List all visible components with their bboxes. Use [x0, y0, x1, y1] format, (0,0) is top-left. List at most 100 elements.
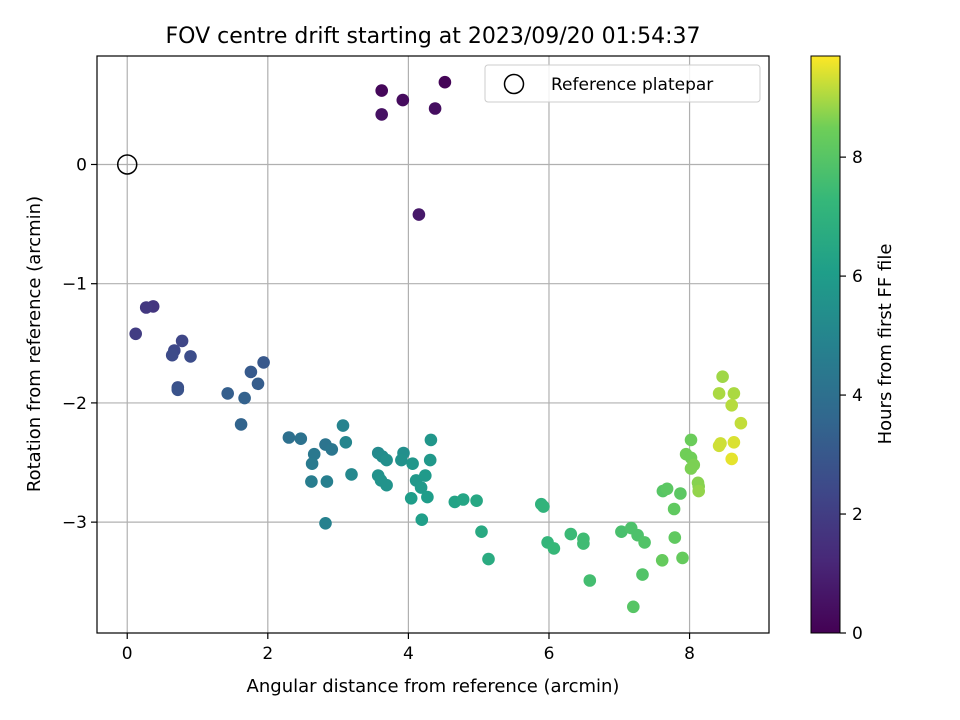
data-point — [305, 475, 318, 488]
data-point — [257, 356, 270, 369]
y-tick-label: 0 — [76, 155, 87, 175]
data-point — [577, 537, 590, 550]
data-point — [564, 527, 578, 541]
data-point — [221, 387, 234, 400]
colorbar-tick-label: 2 — [852, 505, 863, 525]
colorbar-tick-label: 0 — [852, 624, 863, 644]
data-point — [234, 418, 248, 431]
data-point — [615, 525, 628, 538]
reference-platepar-marker — [116, 154, 138, 175]
colorbar-ticks: 0 2 4 6 8 — [840, 148, 863, 644]
data-point — [396, 93, 410, 107]
data-point — [638, 536, 651, 549]
data-point — [456, 493, 470, 506]
legend-marker — [503, 73, 525, 95]
data-point — [725, 452, 738, 466]
data-point — [175, 334, 189, 348]
legend-entry-reference-platepar: Reference platepar — [551, 75, 713, 95]
data-point — [712, 387, 726, 400]
x-tick-label: 2 — [262, 644, 273, 664]
data-point — [395, 453, 408, 467]
data-point — [238, 391, 251, 405]
data-point — [684, 433, 698, 447]
data-point — [692, 484, 705, 498]
data-point — [470, 494, 483, 508]
data-point — [424, 433, 438, 447]
y-axis-label: Rotation from reference (arcmin) — [24, 196, 45, 492]
data-point — [319, 517, 332, 530]
data-point — [725, 399, 738, 412]
data-point — [547, 542, 561, 555]
data-point — [375, 108, 389, 121]
data-point — [345, 468, 358, 481]
data-point — [438, 75, 452, 89]
x-tick-label: 8 — [684, 644, 695, 664]
data-point — [727, 436, 741, 449]
data-point — [475, 525, 488, 538]
data-point — [676, 551, 689, 565]
y-tick-label: −1 — [62, 275, 87, 295]
data-point — [727, 387, 741, 400]
y-tick-label: −3 — [62, 513, 87, 533]
data-point — [380, 453, 393, 467]
plot-frame — [96, 55, 770, 634]
data-point — [421, 490, 434, 504]
data-point — [734, 416, 748, 430]
data-point — [482, 552, 495, 566]
y-axis-ticks: 0 −1 −2 −3 — [62, 155, 97, 533]
colorbar-label: Hours from first FF file — [875, 244, 896, 445]
data-point — [667, 502, 681, 516]
data-point — [320, 475, 334, 488]
data-point — [305, 457, 319, 471]
colorbar-tick-label: 8 — [852, 148, 863, 168]
data-point — [404, 492, 418, 505]
data-point — [184, 350, 197, 363]
chart-title: FOV centre drift starting at 2023/09/20 … — [166, 24, 701, 49]
data-point — [307, 447, 321, 461]
data-point — [139, 301, 153, 314]
data-point — [244, 365, 258, 379]
data-point — [336, 419, 350, 432]
data-point — [251, 377, 265, 391]
data-point — [428, 102, 442, 115]
data-point — [375, 84, 389, 97]
data-point — [636, 568, 649, 581]
data-point — [627, 600, 640, 614]
data-point — [712, 439, 726, 453]
data-point — [171, 383, 185, 397]
data-point — [339, 436, 353, 449]
data-point — [412, 208, 426, 221]
data-point — [282, 431, 296, 444]
data-point — [406, 457, 419, 471]
data-point — [325, 443, 339, 456]
x-tick-label: 0 — [122, 644, 133, 664]
x-axis-ticks: 0 2 4 6 8 — [122, 633, 695, 664]
data-point — [668, 531, 682, 544]
data-point — [537, 500, 550, 513]
x-axis-label: Angular distance from reference (arcmin) — [247, 676, 620, 697]
data-point — [674, 487, 687, 500]
grid-lines — [97, 56, 769, 633]
data-point — [129, 327, 142, 341]
legend: Reference platepar — [484, 64, 761, 103]
data-point — [419, 469, 432, 482]
data-points — [129, 75, 748, 614]
data-point — [415, 513, 429, 526]
colorbar-tick-label: 6 — [852, 267, 863, 287]
data-point — [423, 453, 437, 467]
data-point — [684, 462, 698, 475]
data-point — [583, 574, 597, 587]
data-point — [414, 481, 428, 494]
data-point — [655, 554, 669, 567]
colorbar — [810, 55, 841, 634]
data-point — [294, 432, 308, 446]
data-point — [380, 478, 393, 492]
y-tick-label: −2 — [62, 394, 87, 414]
data-point — [165, 348, 179, 362]
colorbar-tick-label: 4 — [852, 386, 863, 406]
data-point — [660, 482, 674, 496]
data-point — [716, 370, 729, 384]
x-tick-label: 4 — [403, 644, 414, 664]
x-tick-label: 6 — [544, 644, 555, 664]
